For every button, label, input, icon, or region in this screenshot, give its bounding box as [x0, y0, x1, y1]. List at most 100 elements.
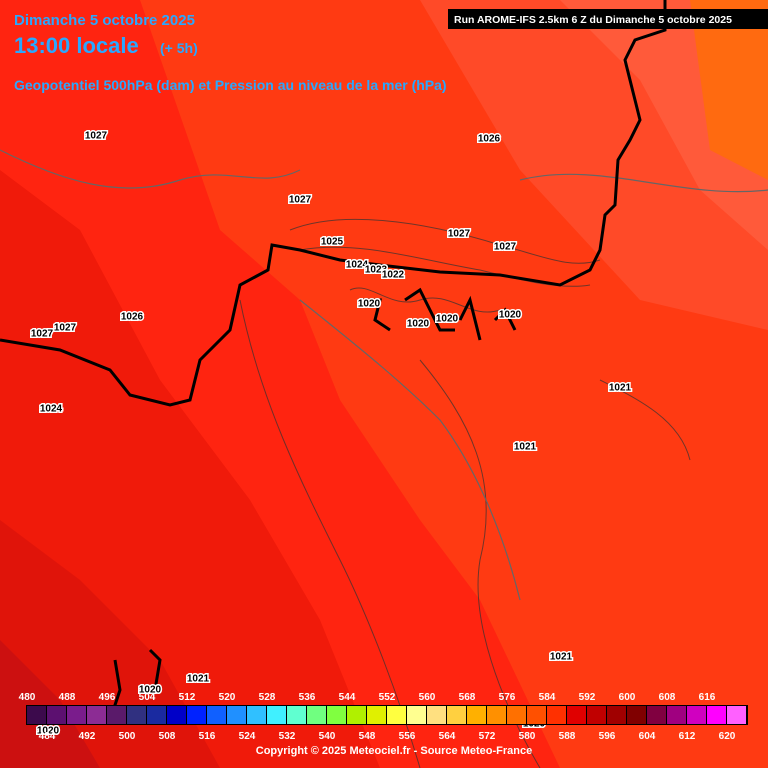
lead-time: (+ 5h)	[160, 40, 198, 56]
color-cell	[547, 706, 566, 724]
legend-label: 600	[619, 692, 636, 703]
color-cell	[487, 706, 506, 724]
legend-label: 580	[519, 731, 536, 742]
color-cell	[367, 706, 386, 724]
run-box	[448, 9, 768, 29]
subtitle: Geopotentiel 500hPa (dam) et Pression au…	[14, 77, 447, 93]
field-band	[0, 640, 100, 768]
color-cell	[287, 706, 306, 724]
copyright: Copyright © 2025 Meteociel.fr - Source M…	[256, 745, 532, 757]
isobar-label: 1027	[85, 131, 108, 142]
isobar-label: 1020	[499, 310, 522, 321]
time-line: 13:00 locale	[14, 33, 139, 58]
color-cell	[447, 706, 466, 724]
legend-label: 620	[719, 731, 736, 742]
isobar-label: 1021	[514, 442, 537, 453]
isobar-label: 1026	[478, 134, 501, 145]
legend-label: 576	[499, 692, 516, 703]
color-cell	[307, 706, 326, 724]
isobar-label: 1020	[37, 726, 60, 737]
color-cell	[427, 706, 446, 724]
legend-label: 504	[139, 692, 156, 703]
color-cell	[407, 706, 426, 724]
date-line: Dimanche 5 octobre 2025	[14, 12, 195, 29]
isobar-label: 1020	[139, 685, 162, 696]
legend-label: 556	[399, 731, 416, 742]
color-cell	[107, 706, 126, 724]
isobar-label: 1021	[609, 383, 632, 394]
color-cell	[387, 706, 406, 724]
legend-label: 484	[39, 731, 56, 742]
isobar-label: 1024	[346, 260, 369, 271]
legend-label: 584	[539, 692, 556, 703]
legend-label: 532	[279, 731, 296, 742]
legend-label: 480	[19, 692, 36, 703]
color-cell	[167, 706, 186, 724]
color-cell	[87, 706, 106, 724]
color-cell	[347, 706, 366, 724]
color-cell	[47, 706, 66, 724]
color-cell	[467, 706, 486, 724]
isobar-label: 1027	[289, 195, 312, 206]
color-cell	[207, 706, 226, 724]
isobar-label: 1025	[321, 237, 344, 248]
isobar-label: 1027	[448, 229, 471, 240]
legend-label: 568	[459, 692, 476, 703]
legend-label: 540	[319, 731, 336, 742]
legend-label: 572	[479, 731, 496, 742]
color-cell	[607, 706, 626, 724]
legend-label: 560	[419, 692, 436, 703]
isobar-label: 1022	[382, 270, 405, 281]
isobar-label: 1027	[31, 329, 54, 340]
legend-label: 552	[379, 692, 396, 703]
legend-label: 596	[599, 731, 616, 742]
field-band	[690, 0, 768, 180]
isobar-label: 1020	[436, 314, 459, 325]
legend-label: 548	[359, 731, 376, 742]
legend-label: 496	[99, 692, 116, 703]
color-cell	[707, 706, 726, 724]
isobar-label: 1020	[358, 299, 381, 310]
legend-label: 588	[559, 731, 576, 742]
field-band	[0, 0, 768, 330]
legend-label: 516	[199, 731, 216, 742]
isobar-label: 1020	[407, 319, 430, 330]
color-cell	[727, 706, 746, 724]
color-cell	[227, 706, 246, 724]
isobar-label: 1026	[121, 312, 144, 323]
legend-label: 564	[439, 731, 456, 742]
color-cell	[647, 706, 666, 724]
isobar-label: 1027	[494, 242, 517, 253]
isobar-label: 1021	[550, 652, 573, 663]
legend-label: 592	[579, 692, 596, 703]
isobar-label: 1024	[40, 404, 63, 415]
legend-label: 500	[119, 731, 136, 742]
color-cell	[667, 706, 686, 724]
legend-label: 488	[59, 692, 76, 703]
legend-label: 608	[659, 692, 676, 703]
legend-label: 492	[79, 731, 96, 742]
color-cell	[187, 706, 206, 724]
color-cell	[127, 706, 146, 724]
color-cell	[247, 706, 266, 724]
legend-label: 612	[679, 731, 696, 742]
color-cell	[267, 706, 286, 724]
legend-label: 616	[699, 692, 716, 703]
color-cell	[327, 706, 346, 724]
isobar-label: 1021	[187, 674, 210, 685]
legend-label: 524	[239, 731, 256, 742]
legend-label: 528	[259, 692, 276, 703]
color-cell	[587, 706, 606, 724]
color-cell	[507, 706, 526, 724]
legend-label: 508	[159, 731, 176, 742]
legend-label: 536	[299, 692, 316, 703]
color-cell	[527, 706, 546, 724]
legend-label: 544	[339, 692, 356, 703]
color-cell	[147, 706, 166, 724]
color-cell	[627, 706, 646, 724]
rivers	[0, 149, 768, 601]
color-cell	[67, 706, 86, 724]
color-cell	[687, 706, 706, 724]
color-cell	[567, 706, 586, 724]
